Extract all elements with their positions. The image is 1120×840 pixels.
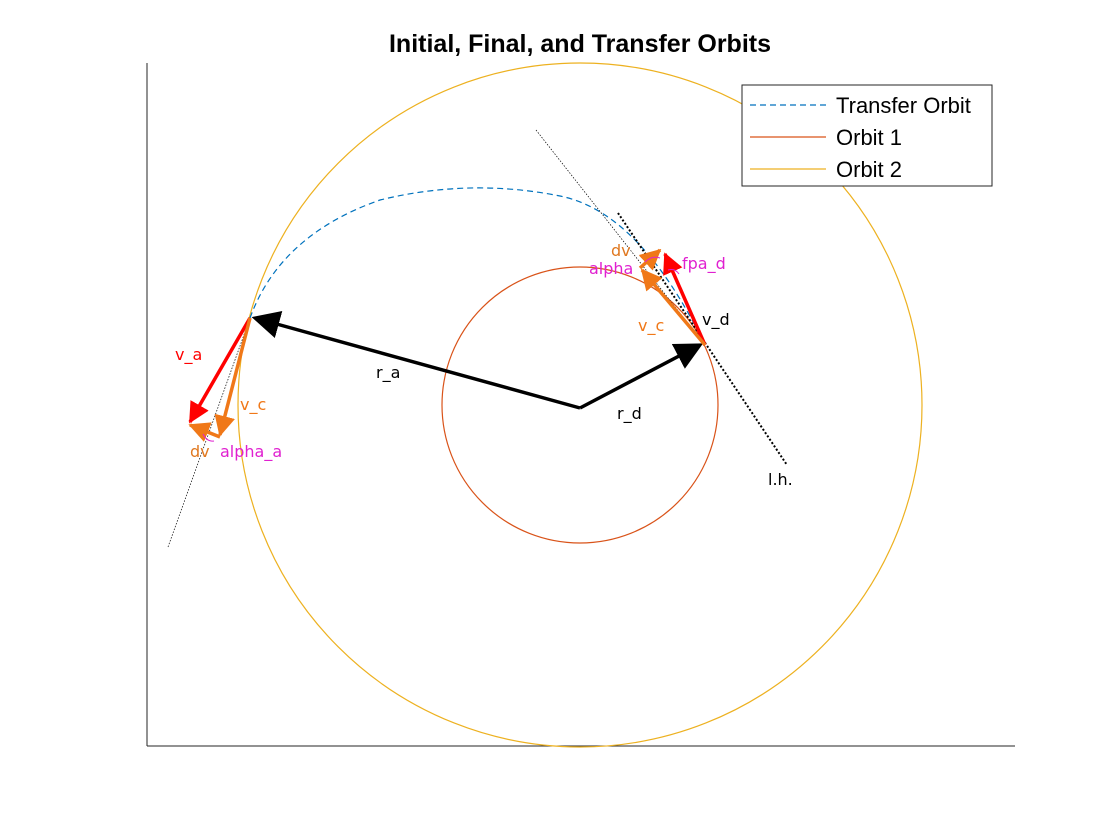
label-v-a: v_a [175,345,202,365]
alpha-a-arc [202,433,215,442]
label-v-c-arrival: v_c [240,395,266,415]
local-horizon-line [617,212,788,466]
v-c-departure-vector [640,268,707,347]
label-fpa-d: fpa_d [682,254,726,274]
chart-title: Initial, Final, and Transfer Orbits [389,30,771,58]
label-v-d: v_d [702,310,730,330]
v-a-vector [188,317,252,424]
legend-label-orbit-2: Orbit 2 [836,157,902,182]
dv-arrival-vector [188,422,221,442]
r-d-vector [579,343,704,410]
tangent-line-departure [535,129,706,346]
label-alpha-a: alpha_a [220,442,282,462]
label-r-d: r_d [617,404,642,424]
transfer-orbit [249,187,706,346]
alpha-arc [644,256,661,263]
label-r-a: r_a [376,363,400,383]
label-alpha: alpha [589,259,633,278]
dv-departure-vector [638,248,662,271]
label-v-c-departure: v_c [638,316,664,336]
legend-label-orbit-1: Orbit 1 [836,125,902,150]
label-dv-arrival: dv [190,442,210,461]
r-a-vector [251,311,581,410]
label-local-horizon: l.h. [768,470,793,489]
orbit-1 [441,266,719,544]
orbit-2 [237,62,923,748]
legend: Transfer Orbit Orbit 1 Orbit 2 [741,84,993,187]
v-c-arrival-vector [214,317,252,437]
legend-label-transfer-orbit: Transfer Orbit [836,93,971,118]
label-dv-departure: dv [611,241,631,260]
fpa-d-arc [667,269,680,275]
